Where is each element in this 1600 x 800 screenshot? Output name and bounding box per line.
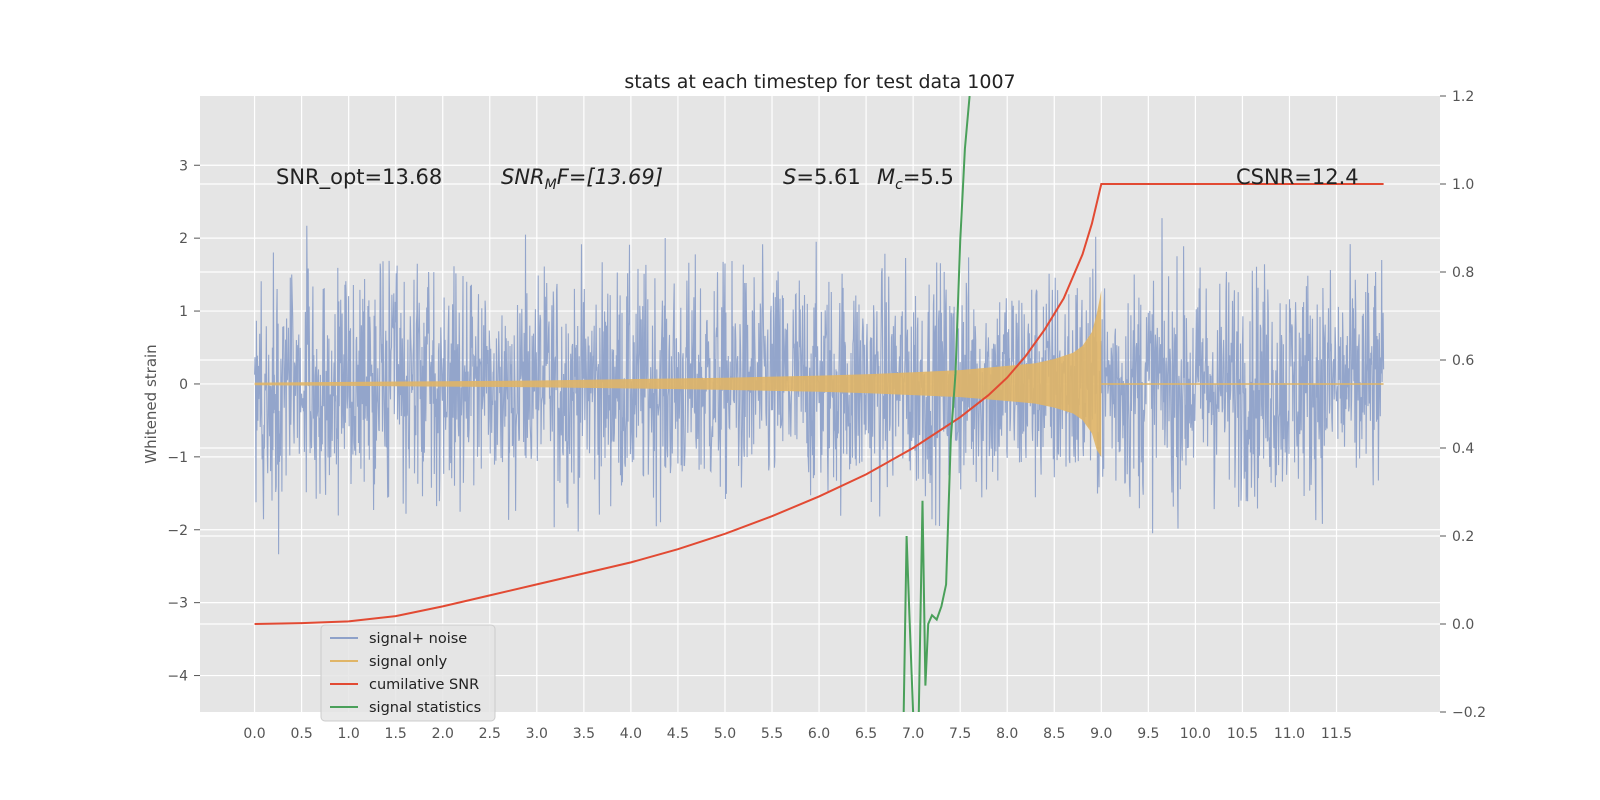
annotation-snr-opt: SNR_opt=13.68 [276, 165, 442, 190]
annotation-mc-sub: c [895, 177, 903, 193]
x-tick-label: 6.5 [855, 726, 877, 742]
y-right-tick-label: −0.2 [1452, 705, 1486, 721]
y-tick-label: 2 [179, 231, 188, 247]
y-tick-label: −2 [167, 523, 188, 539]
series-cumulative-snr-line [254, 183, 1384, 625]
series-layer [254, 96, 1385, 712]
y-tick-label: 1 [179, 304, 188, 320]
y-tick-label: −1 [167, 450, 188, 466]
x-tick-label: 6.0 [808, 726, 830, 742]
y-tick-label: 0 [179, 377, 188, 393]
x-tick-label: 2.0 [432, 726, 454, 742]
legend-box [320, 624, 496, 722]
x-tick-label: 11.0 [1274, 726, 1305, 742]
annotations: SNR_opt=13.68 SNRMF=[13.69] S=5.61 Mc=5.… [276, 165, 1359, 193]
x-tick-label: 0.5 [290, 726, 312, 742]
x-tick-label: 1.0 [338, 726, 360, 742]
x-axis: 0.0 0.5 1.0 1.5 2.0 2.5 3.0 3.5 4.0 4.5 5.0 5.5 6.0 6… [243, 726, 1352, 742]
y-tick-label: 3 [179, 158, 188, 174]
x-tick-label: 10.0 [1180, 726, 1211, 742]
annotation-snr-mf-rest: F=[13.69] [557, 165, 663, 189]
y-tick-label: −4 [167, 669, 188, 685]
annotation-s: S=5.61 [783, 165, 861, 189]
y-right-tick-label: 0.0 [1452, 617, 1474, 633]
y-right-tick-label: 0.6 [1452, 353, 1474, 369]
y-right-tick-label: 0.4 [1452, 441, 1474, 457]
legend-label-signal-noise: signal+ noise [369, 631, 467, 647]
x-tick-label: 9.0 [1090, 726, 1112, 742]
y-axis-left: −4 −3 −2 −1 0 1 2 3 [167, 158, 200, 685]
annotation-snr-mf-sub: M [545, 177, 557, 193]
x-tick-label: 11.5 [1321, 726, 1352, 742]
x-tick-label: 7.0 [902, 726, 924, 742]
x-tick-label: 4.5 [667, 726, 689, 742]
annotation-mc-value: =5.5 [903, 165, 954, 189]
x-tick-label: 2.5 [479, 726, 501, 742]
x-tick-label: 4.0 [620, 726, 642, 742]
annotation-snr-mf-main: SNR [501, 165, 545, 189]
y-right-tick-label: 1.2 [1452, 89, 1474, 105]
annotation-snr-mf: SNRMF=[13.69] [501, 165, 663, 193]
y-right-tick-label: 0.8 [1452, 265, 1474, 281]
x-tick-label: 5.0 [714, 726, 736, 742]
y-axis-label: Whitened strain [142, 344, 160, 463]
annotation-s-value: =5.61 [796, 165, 860, 189]
x-tick-label: 0.0 [243, 726, 265, 742]
x-tick-label: 8.5 [1043, 726, 1065, 742]
annotation-mc: Mc=5.5 [877, 165, 954, 193]
y-axis-right: −0.2 0.0 0.2 0.4 0.6 0.8 1.0 1.2 [1440, 89, 1486, 721]
chart-title: stats at each timestep for test data 100… [624, 71, 1015, 93]
x-tick-label: 3.5 [573, 726, 595, 742]
x-tick-label: 3.0 [526, 726, 548, 742]
series-signal-statistics-line [902, 96, 971, 712]
y-right-tick-label: 0.2 [1452, 529, 1474, 545]
x-tick-label: 7.5 [949, 726, 971, 742]
x-tick-label: 8.0 [996, 726, 1018, 742]
x-tick-label: 5.5 [761, 726, 783, 742]
annotation-csnr: CSNR=12.4 [1236, 165, 1359, 189]
annotation-s-var: S [783, 165, 796, 189]
legend: signal+ noise signal only cumilative SNR… [320, 624, 496, 722]
legend-label-cumulative-snr: cumilative SNR [369, 677, 479, 693]
annotation-mc-var: M [877, 165, 895, 189]
legend-label-signal-only: signal only [369, 654, 448, 670]
x-tick-label: 1.5 [385, 726, 407, 742]
series-signal-only-band [254, 290, 1102, 457]
y-right-tick-label: 1.0 [1452, 177, 1474, 193]
y-tick-label: −3 [167, 596, 188, 612]
x-tick-label: 10.5 [1227, 726, 1258, 742]
x-tick-label: 9.5 [1137, 726, 1159, 742]
legend-label-signal-statistics: signal statistics [369, 700, 481, 716]
